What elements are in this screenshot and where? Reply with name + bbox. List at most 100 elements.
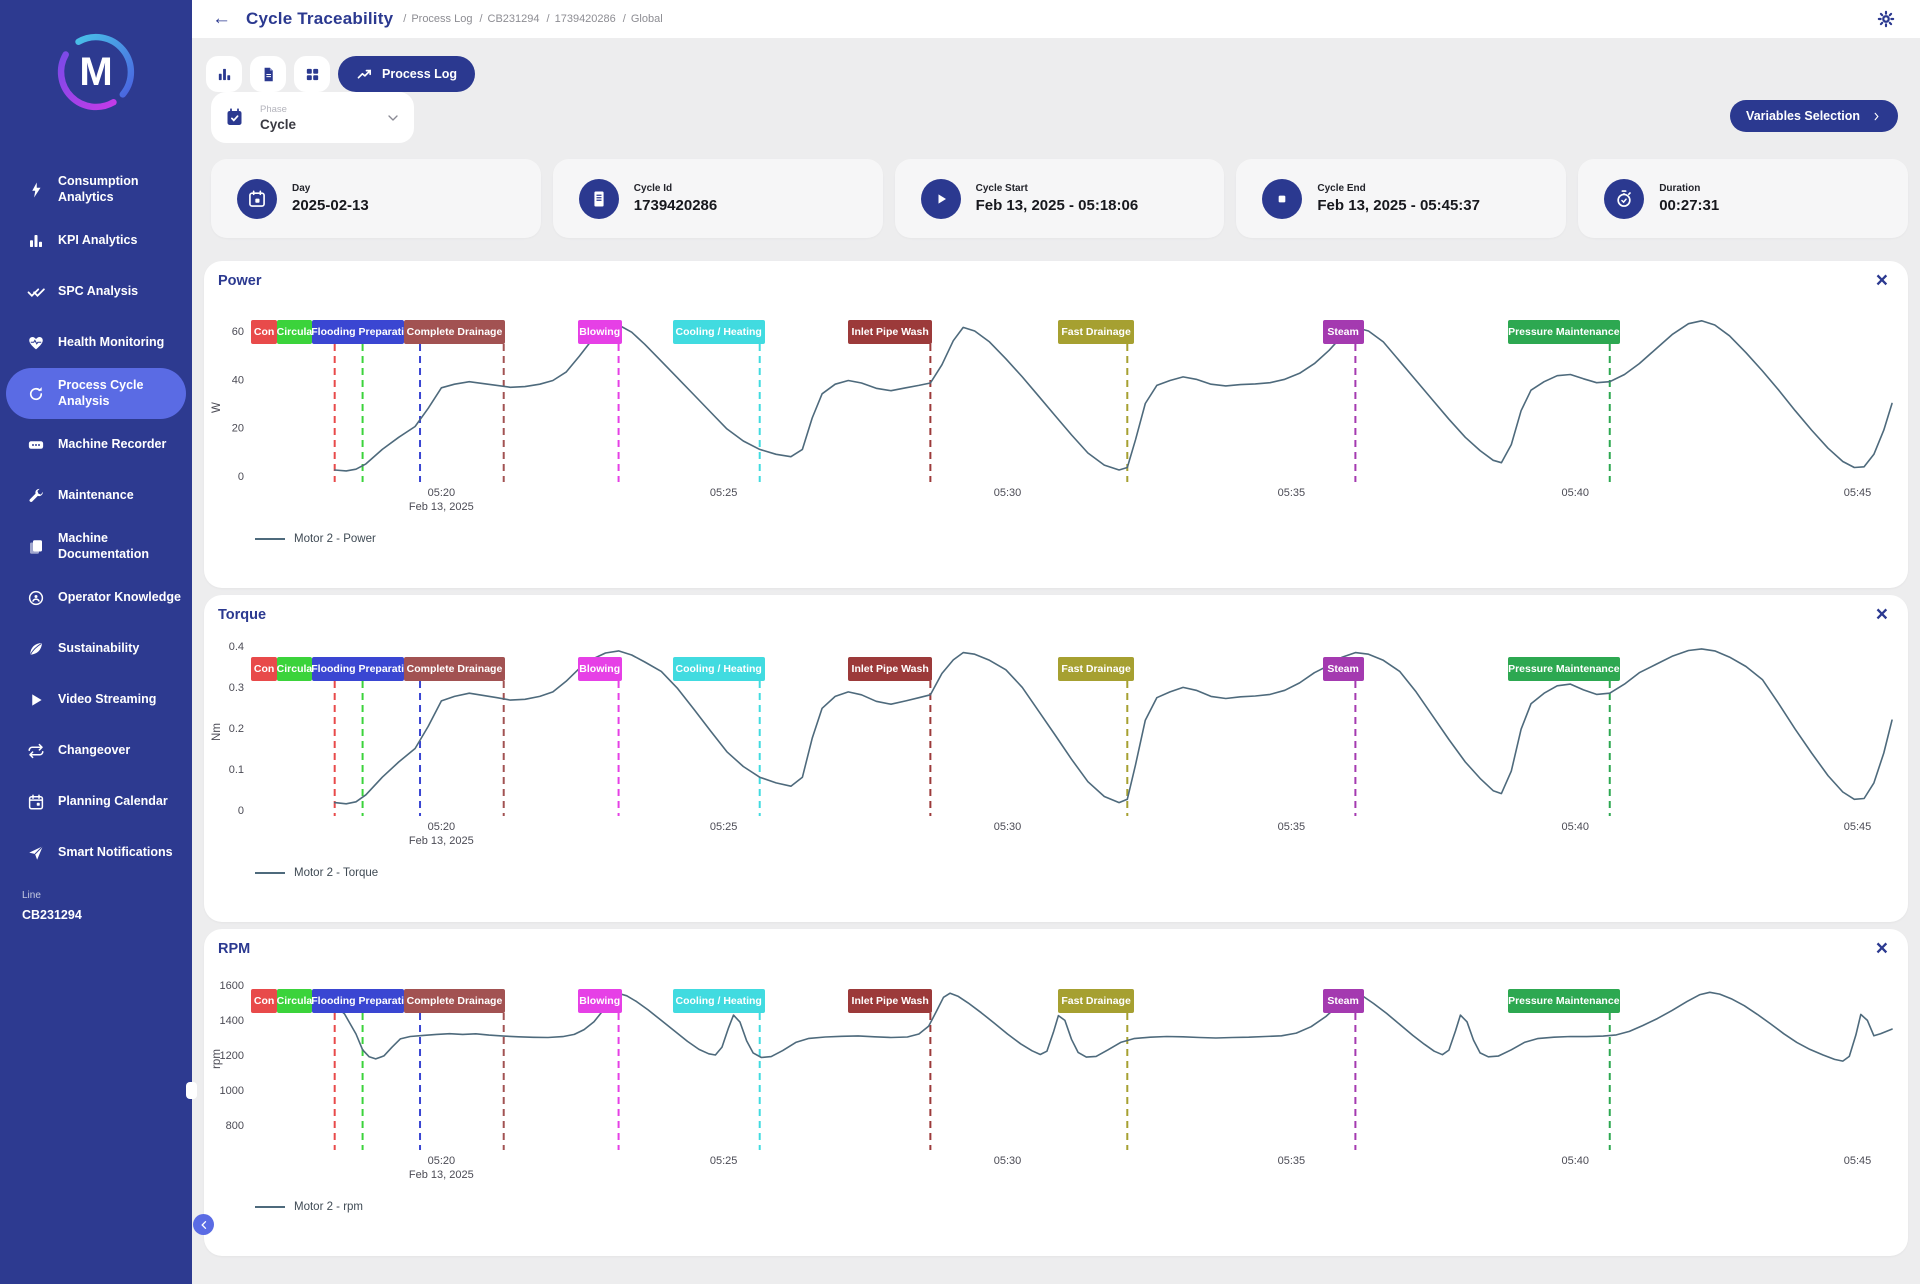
cycle-start-card: Cycle Start Feb 13, 2025 - 05:18:06 [894, 159, 1225, 238]
variables-selection-button[interactable]: Variables Selection [1730, 100, 1898, 132]
breadcrumb-item[interactable]: / Process Log [403, 13, 473, 25]
chart-legend: Motor 2 - rpm [255, 1201, 1908, 1213]
close-icon[interactable]: × [1875, 269, 1888, 292]
heart-pulse-icon [29, 336, 43, 349]
sidebar-item-smart-notifications[interactable]: Smart Notifications [6, 827, 186, 878]
y-tick-label: 0.3 [229, 682, 244, 694]
card-value: 1739420286 [633, 197, 718, 214]
legend-line-swatch [255, 1206, 285, 1208]
x-tick-sublabel: Feb 13, 2025 [409, 835, 474, 847]
logo-ring-icon [57, 33, 135, 111]
calendar-icon [28, 794, 44, 809]
rpm-chart-plot: 800 1000 1200 1400 1600 rpm 05:20 Feb 13, 2025 0… [211, 980, 1893, 1181]
sidebar-item-label: Video Streaming [58, 691, 157, 706]
cycle-id-card: Cycle Id 1739420286 [552, 159, 883, 238]
changeover-icon [28, 743, 44, 758]
play-circle-icon [920, 178, 961, 219]
main-content: ← Cycle Traceability / Process Log / CB231… [192, 0, 1920, 1284]
settings-button[interactable] [1876, 9, 1896, 29]
sidebar-edge-handle[interactable] [186, 1082, 197, 1099]
sidebar-item-planning-calendar[interactable]: Planning Calendar [6, 776, 186, 827]
sidebar: M Consumption Analytics KPI Analytics SP… [0, 0, 192, 1284]
close-icon[interactable]: × [1875, 603, 1888, 626]
x-tick-label: 05:25 [710, 1155, 738, 1167]
y-tick-label: 1000 [220, 1085, 244, 1097]
y-tick-label: 0 [238, 471, 244, 483]
logo-letter: M [79, 49, 113, 94]
breadcrumb-item[interactable]: / Global [622, 13, 663, 25]
legend-line-swatch [255, 872, 285, 874]
file-view-button[interactable] [250, 56, 286, 92]
y-tick-label: 60 [232, 326, 244, 338]
sidebar-item-kpi-analytics[interactable]: KPI Analytics [6, 215, 186, 266]
sidebar-item-label: SPC Analysis [58, 283, 139, 298]
series-line [333, 991, 1893, 1062]
calendar-day-icon [237, 178, 277, 219]
phase-select[interactable]: Phase Cycle [211, 92, 414, 143]
back-arrow-icon[interactable]: ← [206, 7, 237, 31]
rpm-chart-panel: RPM × 800 1000 1200 1400 1600 rpm 05:20 Feb 13,… [204, 929, 1908, 1256]
chart-view-button[interactable] [206, 56, 242, 92]
x-tick-label: 05:20 [428, 1155, 456, 1167]
sidebar-item-consumption-analytics[interactable]: Consumption Analytics [6, 164, 186, 215]
x-tick-label: 05:40 [1562, 487, 1590, 499]
process-log-label: Process Log [382, 67, 458, 81]
process-log-button[interactable]: Process Log [338, 56, 476, 92]
y-tick-label: 1600 [220, 980, 244, 992]
sidebar-item-changeover[interactable]: Changeover [6, 725, 186, 776]
bolt-icon [32, 182, 41, 197]
cycle-icon [29, 386, 43, 400]
close-icon[interactable]: × [1875, 937, 1888, 960]
card-label: Cycle Start [975, 183, 1028, 194]
breadcrumb-item[interactable]: / CB231294 [479, 13, 540, 25]
stop-circle-icon [1262, 178, 1303, 219]
sidebar-item-video-streaming[interactable]: Video Streaming [6, 674, 186, 725]
variables-selection-label: Variables Selection [1746, 109, 1860, 123]
x-tick-label: 05:45 [1844, 487, 1872, 499]
x-tick-label: 05:25 [710, 821, 738, 833]
line-label: Line [22, 890, 41, 901]
grid-view-button[interactable] [294, 56, 330, 92]
double-check-icon [27, 287, 45, 297]
sidebar-item-health-monitoring[interactable]: Health Monitoring [6, 317, 186, 368]
grid-view-icon [306, 68, 318, 80]
operator-icon [28, 590, 44, 605]
sidebar-item-machine-recorder[interactable]: Machine Recorder [6, 419, 186, 470]
series-line [333, 648, 1893, 805]
receipt-icon [578, 178, 619, 219]
chart-title: Torque [218, 607, 267, 623]
documents-icon [30, 539, 42, 554]
sidebar-item-label: Health Monitoring [58, 334, 165, 349]
sidebar-item-maintenance[interactable]: Maintenance [6, 470, 186, 521]
sidebar-item-label: Operator Knowledge [58, 589, 181, 604]
cycle-info-cards: Day 2025-02-13 Cycle Id 1739420286 Cycle… [211, 159, 1908, 238]
x-tick-label: 05:30 [994, 487, 1022, 499]
sidebar-item-operator-knowledge[interactable]: Operator Knowledge [6, 572, 186, 623]
play-icon [32, 693, 42, 706]
bar-chart-view-icon [218, 68, 230, 80]
send-icon [29, 845, 44, 860]
card-label: Day [292, 183, 311, 194]
sidebar-item-machine-documentation[interactable]: Machine Documentation [6, 521, 186, 572]
y-axis-label: rpm [211, 1049, 223, 1069]
x-tick-label: 05:35 [1278, 821, 1306, 833]
top-bar: ← Cycle Traceability / Process Log / CB231… [192, 0, 1920, 38]
y-tick-label: 800 [226, 1120, 244, 1132]
breadcrumb-item[interactable]: /1739420286 [546, 13, 616, 25]
chevron-left-icon [200, 1220, 206, 1229]
sidebar-item-spc-analysis[interactable]: SPC Analysis [6, 266, 186, 317]
sidebar-item-label: Smart Notifications [58, 844, 173, 859]
sidebar-item-label: Machine Recorder [58, 436, 167, 451]
sidebar-item-process-cycle-analysis[interactable]: Process Cycle Analysis [6, 368, 186, 419]
x-tick-label: 05:30 [994, 821, 1022, 833]
sidebar-item-sustainability[interactable]: Sustainability [6, 623, 186, 674]
stopwatch-icon [1604, 178, 1645, 219]
x-tick-label: 05:25 [710, 487, 738, 499]
recorder-icon [28, 440, 44, 449]
legend-label: Motor 2 - rpm [294, 1201, 364, 1213]
cycle-end-card: Cycle End Feb 13, 2025 - 05:45:37 [1236, 159, 1567, 238]
card-value: 00:27:31 [1659, 197, 1720, 214]
sidebar-collapse-button[interactable] [193, 1214, 214, 1235]
card-label: Duration [1659, 183, 1701, 194]
series-line [333, 319, 1893, 472]
